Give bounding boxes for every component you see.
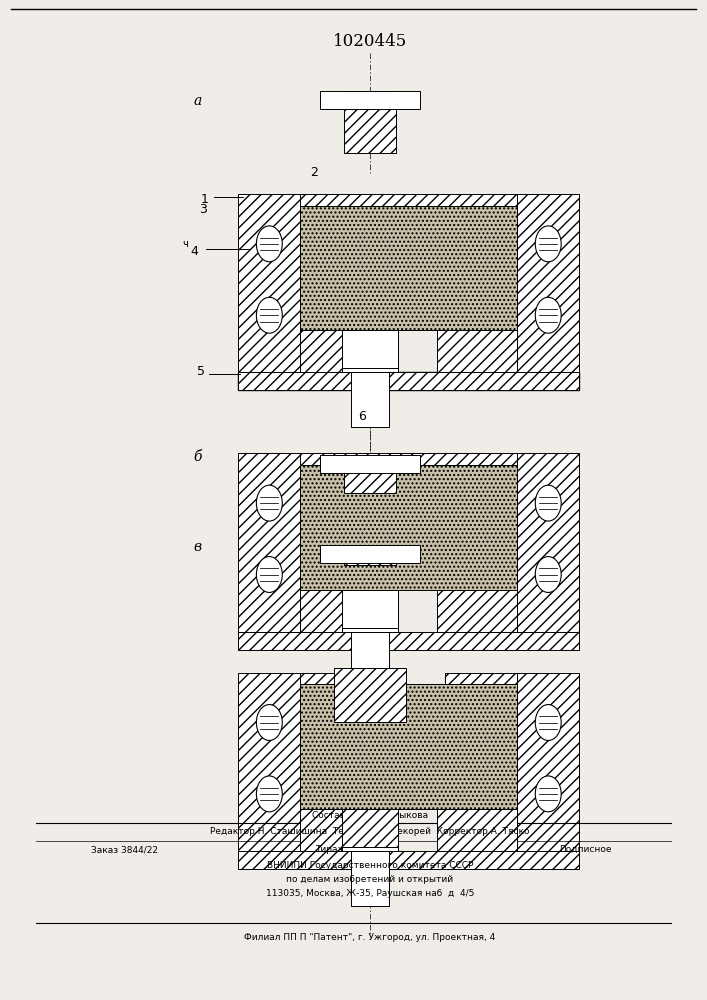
Text: Подписное: Подписное (559, 845, 612, 854)
Text: а: а (194, 94, 202, 108)
Ellipse shape (535, 776, 561, 812)
Bar (300, 809, 381, 851)
Text: Заказ 3844/22: Заказ 3844/22 (91, 845, 158, 854)
Text: по делам изобретений и открытий: по делам изобретений и открытий (286, 875, 453, 884)
Ellipse shape (535, 557, 561, 592)
Text: 1020445: 1020445 (333, 33, 407, 50)
Bar (238, 851, 579, 869)
Bar (342, 809, 398, 847)
Text: Филиал ПП П "Патент", г. Ужгород, ул. Проектная, 4: Филиал ПП П "Патент", г. Ужгород, ул. Пр… (245, 933, 496, 942)
Ellipse shape (535, 705, 561, 740)
Bar (238, 453, 300, 632)
Bar (344, 91, 396, 153)
Bar (351, 372, 389, 427)
Bar (300, 590, 381, 632)
Bar (445, 673, 518, 684)
Text: 2: 2 (310, 166, 318, 179)
Bar (351, 851, 389, 906)
Bar (342, 590, 398, 628)
Bar (344, 455, 396, 493)
Text: б: б (194, 450, 202, 464)
Bar (518, 194, 579, 372)
Bar (342, 330, 398, 368)
Bar (300, 330, 381, 372)
Text: ВНИИПИ Государственного комитета СССР: ВНИИПИ Государственного комитета СССР (267, 861, 473, 870)
Bar (437, 330, 518, 372)
Bar (238, 632, 579, 650)
Bar (320, 455, 420, 473)
Text: 5: 5 (197, 365, 204, 378)
Ellipse shape (257, 226, 282, 262)
Ellipse shape (535, 297, 561, 333)
Text: в: в (194, 540, 201, 554)
Bar (300, 453, 518, 465)
Text: 113035, Москва, Ж-35, Раушская наб  д  4/5: 113035, Москва, Ж-35, Раушская наб д 4/5 (266, 889, 474, 898)
Bar (320, 545, 420, 563)
Bar (238, 372, 579, 390)
Text: 6: 6 (358, 410, 366, 423)
Bar (518, 673, 579, 851)
Text: Составитель Р. Клыкова: Составитель Р. Клыкова (312, 811, 428, 820)
Bar (238, 194, 300, 372)
Bar (342, 628, 398, 632)
Ellipse shape (257, 776, 282, 812)
Bar (351, 632, 389, 686)
Text: Тираж 568: Тираж 568 (315, 845, 366, 854)
Ellipse shape (257, 557, 282, 592)
Bar (300, 684, 518, 809)
Bar (342, 847, 398, 851)
Text: Редактор Н. Сташишина  Техред В.Далекорей  Корректор А. Тяско: Редактор Н. Сташишина Техред В.Далекорей… (210, 827, 530, 836)
Bar (437, 590, 518, 632)
Bar (342, 368, 398, 372)
Text: ч: ч (182, 239, 189, 249)
Bar (320, 91, 420, 109)
Ellipse shape (257, 705, 282, 740)
Text: 4: 4 (191, 245, 199, 258)
Bar (344, 545, 396, 565)
Text: 1: 1 (201, 193, 209, 206)
Bar (300, 673, 373, 684)
Bar (300, 465, 518, 590)
Ellipse shape (257, 485, 282, 521)
Text: 3: 3 (199, 203, 206, 216)
Bar (437, 809, 518, 851)
Ellipse shape (257, 297, 282, 333)
Bar (238, 673, 300, 851)
Bar (300, 194, 518, 206)
Bar (334, 668, 406, 722)
Ellipse shape (535, 226, 561, 262)
Ellipse shape (535, 485, 561, 521)
Bar (300, 206, 518, 330)
Bar (518, 453, 579, 632)
Bar (238, 372, 579, 390)
